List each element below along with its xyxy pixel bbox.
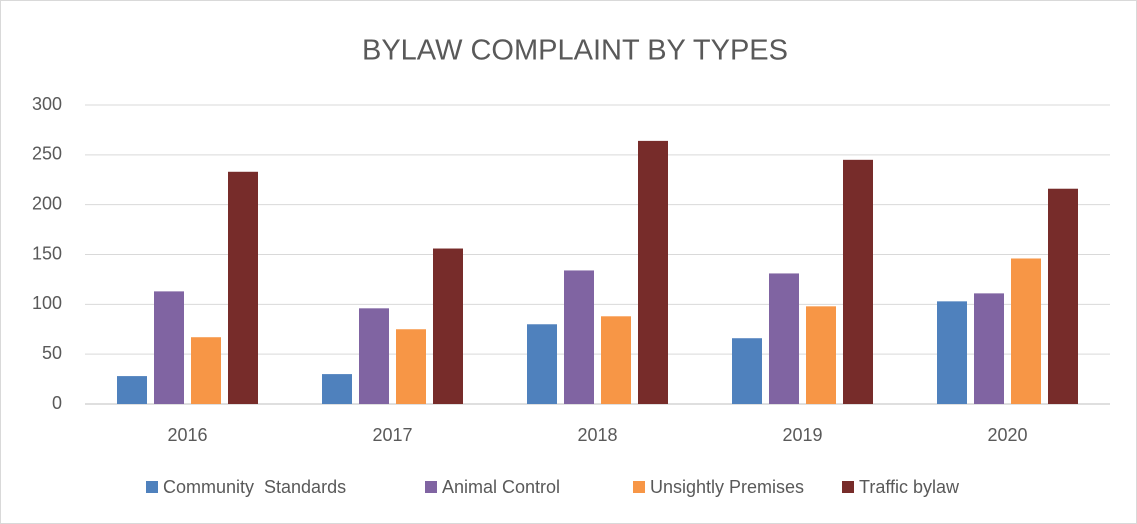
bar bbox=[638, 140, 668, 404]
bar bbox=[527, 324, 557, 404]
bar bbox=[974, 293, 1004, 404]
bar bbox=[806, 306, 836, 404]
bar bbox=[564, 270, 594, 404]
legend-label: Unsightly Premises bbox=[650, 477, 804, 497]
legend-swatch bbox=[842, 481, 854, 493]
bar bbox=[601, 316, 631, 404]
bar bbox=[359, 308, 389, 404]
y-tick-label: 50 bbox=[42, 343, 62, 363]
y-tick-label: 0 bbox=[52, 393, 62, 413]
legend-label: Animal Control bbox=[442, 477, 560, 497]
bar bbox=[1011, 258, 1041, 404]
bar bbox=[1048, 188, 1078, 404]
y-tick-label: 300 bbox=[32, 94, 62, 114]
bar bbox=[322, 374, 352, 404]
y-tick-label: 100 bbox=[32, 293, 62, 313]
bar bbox=[117, 376, 147, 404]
bar bbox=[154, 291, 184, 404]
x-tick-label: 2018 bbox=[577, 425, 617, 445]
y-tick-label: 150 bbox=[32, 243, 62, 263]
bar bbox=[433, 248, 463, 404]
chart-title: BYLAW COMPLAINT BY TYPES bbox=[362, 35, 788, 67]
bar bbox=[228, 171, 258, 404]
bar bbox=[396, 329, 426, 404]
bar bbox=[843, 159, 873, 404]
x-tick-label: 2020 bbox=[987, 425, 1027, 445]
bar bbox=[937, 301, 967, 404]
y-tick-label: 200 bbox=[32, 193, 62, 213]
legend-label: Traffic bylaw bbox=[859, 477, 960, 497]
x-tick-label: 2016 bbox=[167, 425, 207, 445]
bar bbox=[732, 338, 762, 404]
legend-swatch bbox=[146, 481, 158, 493]
legend-swatch bbox=[425, 481, 437, 493]
legend-label: Community Standards bbox=[163, 477, 346, 497]
y-tick-label: 250 bbox=[32, 144, 62, 164]
x-tick-label: 2017 bbox=[372, 425, 412, 445]
x-tick-label: 2019 bbox=[782, 425, 822, 445]
bar bbox=[191, 337, 221, 404]
bar bbox=[769, 273, 799, 404]
legend-swatch bbox=[633, 481, 645, 493]
